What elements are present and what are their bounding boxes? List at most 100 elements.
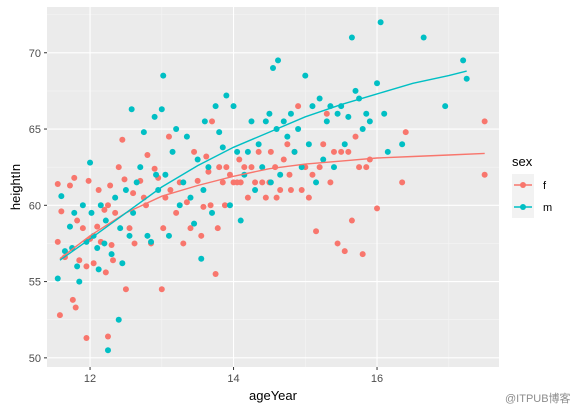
data-point-f xyxy=(58,208,65,215)
data-point-f xyxy=(341,248,348,255)
data-point-m xyxy=(191,220,198,227)
data-point-m xyxy=(160,72,167,79)
data-point-f xyxy=(267,148,274,155)
smooth-line-m xyxy=(59,70,467,261)
data-point-f xyxy=(259,179,266,186)
data-point-f xyxy=(101,206,108,213)
data-point-f xyxy=(112,209,119,216)
data-point-f xyxy=(110,257,117,264)
data-point-f xyxy=(79,225,86,232)
data-point-m xyxy=(295,126,302,133)
data-point-f xyxy=(104,202,111,209)
data-point-f xyxy=(173,209,180,216)
data-point-f xyxy=(56,312,63,319)
data-point-m xyxy=(180,179,187,186)
data-point-m xyxy=(363,110,370,117)
data-point-m xyxy=(205,164,212,171)
data-point-f xyxy=(203,153,210,160)
data-point-m xyxy=(148,238,155,245)
data-point-m xyxy=(267,179,274,186)
data-point-m xyxy=(140,129,147,136)
data-point-f xyxy=(187,225,194,232)
data-point-m xyxy=(330,164,337,171)
data-point-f xyxy=(131,240,138,247)
data-point-m xyxy=(442,103,449,110)
data-point-f xyxy=(280,156,287,163)
data-point-m xyxy=(176,202,183,209)
data-point-f xyxy=(108,241,115,248)
data-point-m xyxy=(216,129,223,136)
data-point-f xyxy=(69,296,76,303)
data-point-m xyxy=(463,75,470,82)
data-point-m xyxy=(200,187,207,194)
data-point-m xyxy=(153,171,160,178)
y-tick-label: 50 xyxy=(29,353,41,365)
data-point-m xyxy=(119,260,126,267)
data-point-m xyxy=(117,225,124,232)
data-point-m xyxy=(334,110,341,117)
data-point-f xyxy=(237,179,244,186)
x-axis-title: ageYear xyxy=(249,388,298,403)
data-point-m xyxy=(284,133,291,140)
y-axis-ticks: 50 55 60 65 70 xyxy=(29,48,47,365)
data-point-f xyxy=(115,164,122,171)
data-point-f xyxy=(255,148,262,155)
data-point-f xyxy=(338,148,345,155)
data-point-m xyxy=(291,148,298,155)
data-point-f xyxy=(198,232,205,239)
data-point-f xyxy=(126,225,133,232)
data-point-m xyxy=(130,209,137,216)
data-point-m xyxy=(112,194,119,201)
smooth-lines xyxy=(59,70,485,261)
data-point-f xyxy=(309,171,316,178)
data-point-f xyxy=(72,304,79,311)
data-point-f xyxy=(214,225,221,232)
plot-panel xyxy=(47,7,499,367)
data-point-m xyxy=(377,19,384,26)
data-point-f xyxy=(248,164,255,171)
data-point-m xyxy=(298,164,305,171)
data-point-m xyxy=(212,103,219,110)
data-point-f xyxy=(66,182,73,189)
y-axis-title: heightIn xyxy=(8,164,23,210)
data-point-f xyxy=(107,182,114,189)
data-point-m xyxy=(277,171,284,178)
data-point-m xyxy=(352,87,359,94)
data-point-f xyxy=(236,156,243,163)
legend: sex fm xyxy=(512,154,552,218)
data-point-m xyxy=(151,113,158,120)
data-point-f xyxy=(305,194,312,201)
data-point-m xyxy=(198,255,205,262)
data-point-f xyxy=(348,217,355,224)
data-point-m xyxy=(359,126,366,133)
data-point-f xyxy=(71,174,78,181)
data-point-m xyxy=(102,217,109,224)
data-point-f xyxy=(399,179,406,186)
data-point-f xyxy=(76,257,83,264)
data-point-f xyxy=(83,263,90,270)
data-point-f xyxy=(356,164,363,171)
data-point-m xyxy=(169,148,176,155)
data-point-f xyxy=(345,148,352,155)
data-point-f xyxy=(209,118,216,125)
data-point-f xyxy=(83,335,90,342)
data-point-m xyxy=(309,103,316,110)
data-point-m xyxy=(101,240,108,247)
data-point-f xyxy=(74,217,81,224)
data-point-f xyxy=(363,164,370,171)
data-point-m xyxy=(97,202,104,209)
data-point-f xyxy=(221,202,228,209)
data-point-f xyxy=(481,171,488,178)
data-point-f xyxy=(286,171,293,178)
data-point-m xyxy=(244,148,251,155)
data-point-m xyxy=(460,57,467,64)
data-point-m xyxy=(348,34,355,41)
data-point-m xyxy=(237,217,244,224)
data-point-m xyxy=(54,275,61,282)
data-point-f xyxy=(244,194,251,201)
data-point-f xyxy=(104,333,111,340)
data-point-m xyxy=(313,179,320,186)
data-point-f xyxy=(160,225,167,232)
data-point-f xyxy=(183,199,190,206)
